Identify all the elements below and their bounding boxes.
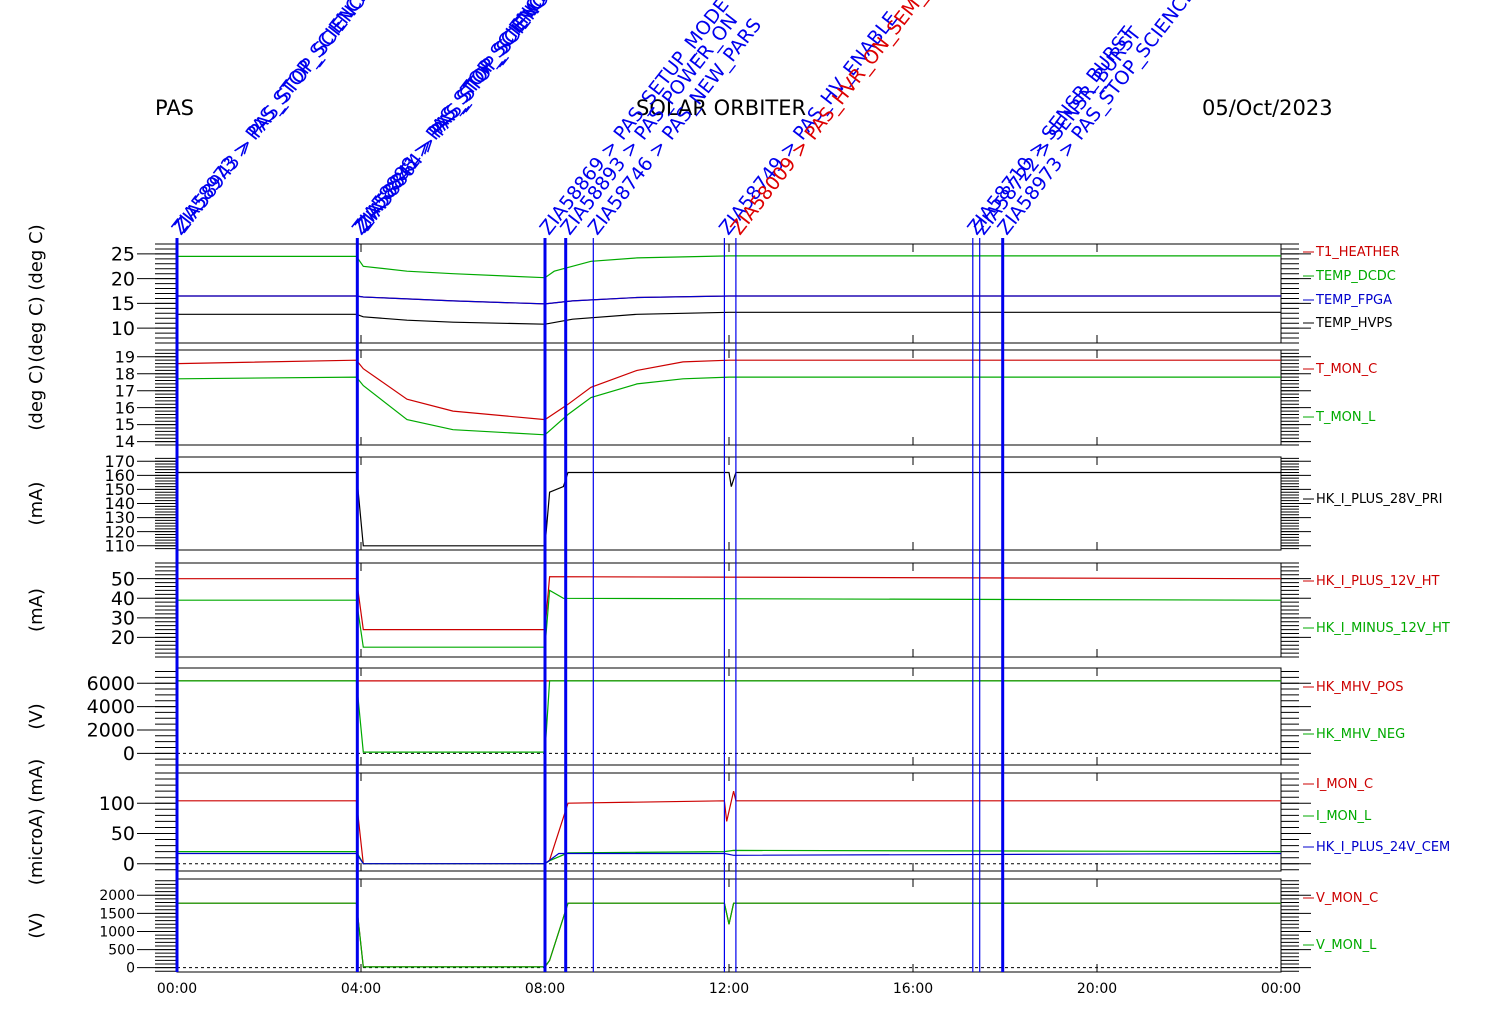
legend-label: T1_HEATHER — [1315, 245, 1400, 260]
x-tick-label: 08:00 — [525, 981, 565, 997]
y-axis-label: (mA) — [26, 482, 47, 526]
legend-label: T_MON_C — [1315, 362, 1377, 377]
y-tick-label: 0 — [126, 961, 135, 977]
y-tick-label: 1500 — [99, 906, 135, 922]
x-tick-label: 00:00 — [157, 981, 197, 997]
series-line-t1_heather — [177, 295, 1281, 305]
series-line-t_mon_l — [176, 376, 1281, 436]
y-tick-label: 120 — [104, 522, 135, 541]
y-tick-label: 40 — [111, 588, 135, 610]
y-tick-label: 4000 — [87, 696, 135, 718]
series-line-hk_i_minus_12v_ht — [177, 589, 1282, 648]
y-axis-label: (deg C) — [26, 364, 47, 430]
legend-label: HK_I_PLUS_28V_PRI — [1316, 492, 1442, 507]
y-tick-label: 6000 — [87, 673, 135, 695]
series-line-temp_dcdc — [177, 255, 1281, 279]
series-line-t_mon_c — [176, 359, 1281, 421]
y-tick-label: 2000 — [99, 888, 135, 904]
header-right: 05/Oct/2023 — [1202, 96, 1333, 120]
y-tick-label: 10 — [111, 318, 135, 340]
y-tick-label: 16 — [115, 398, 135, 417]
x-tick-label: 00:00 — [1261, 981, 1301, 997]
series-line-i_mon_c — [177, 790, 1281, 865]
series-line-hk_i_plus_12v_ht — [177, 576, 1282, 631]
y-tick-label: 2000 — [87, 720, 135, 742]
legend-label: I_MON_C — [1316, 777, 1373, 792]
x-tick-label: 04:00 — [341, 981, 381, 997]
y-tick-label: 50 — [111, 568, 135, 590]
series-line-hk_i_plus_24v_cem — [177, 852, 1282, 865]
y-axis-label: (V) — [26, 703, 47, 729]
legend-label: HK_I_MINUS_12V_HT — [1316, 621, 1450, 636]
event-marker-label: ZIA58009 > PAS_HVR_ON_SEM_NOT — [727, 0, 957, 239]
legend-label: V_MON_L — [1316, 938, 1377, 953]
y-tick-label: 20 — [111, 627, 135, 649]
series-line-hk_i_plus_28v_pri — [177, 471, 1281, 547]
series-line-temp_hvps — [177, 311, 1281, 325]
x-tick-label: 16:00 — [893, 981, 933, 997]
legend-label: TEMP_DCDC — [1315, 269, 1396, 284]
y-tick-label: 25 — [111, 244, 135, 266]
legend-label: HK_MHV_POS — [1316, 680, 1404, 695]
panel-2 — [137, 349, 1311, 446]
y-tick-label: 140 — [104, 494, 135, 513]
y-tick-label: 17 — [115, 381, 135, 400]
y-tick-label: 500 — [108, 942, 135, 958]
event-marker-label: ZIA58973 > PAS_STOP_SCIENCE — [993, 0, 1199, 239]
y-tick-label: 15 — [111, 293, 135, 315]
y-tick-label: 18 — [115, 364, 135, 383]
y-axis-label: (microA) (mA) — [26, 759, 47, 885]
y-axis-label: (deg C) (deg C) — [26, 224, 47, 362]
legend-label: HK_I_PLUS_12V_HT — [1316, 574, 1440, 589]
event-marker-label: ZIA58893 > PAS_POWER_ON — [556, 10, 742, 239]
event-marker-label: ZIA58722 > SENSR_BURST — [970, 23, 1146, 239]
legend-label: TEMP_HVPS — [1315, 316, 1392, 331]
event-marker-label: ZIA58864 > PAS_STOP_SCIENCE — [354, 0, 560, 235]
y-tick-label: 30 — [111, 607, 135, 629]
y-tick-label: 1000 — [99, 924, 135, 940]
series-line-i_mon_l — [177, 849, 1282, 865]
header-center: SOLAR ORBITER — [636, 96, 807, 120]
legend-label: V_MON_C — [1316, 891, 1378, 906]
y-tick-label: 110 — [104, 536, 135, 555]
legend-label: I_MON_L — [1316, 809, 1372, 824]
series-line-v_mon_l — [177, 902, 1281, 968]
y-tick-label: 0 — [123, 743, 135, 765]
y-tick-label: 150 — [104, 480, 135, 499]
y-tick-label: 50 — [111, 823, 135, 845]
y-tick-label: 19 — [115, 347, 135, 366]
event-marker-label: ZIA58943 > PAS_STOP_SCIENCE — [171, 0, 377, 237]
y-tick-label: 14 — [115, 432, 135, 451]
series-line-v_mon_c — [177, 902, 1281, 968]
panel-frame — [176, 349, 1282, 446]
y-tick-label: 15 — [115, 415, 135, 434]
y-tick-label: 0 — [123, 853, 135, 875]
y-tick-label: 20 — [111, 268, 135, 290]
y-tick-label: 170 — [104, 452, 135, 471]
legend-label: HK_I_PLUS_24V_CEM — [1316, 840, 1450, 855]
panel-frame — [176, 667, 1282, 766]
y-tick-label: 160 — [104, 466, 135, 485]
legend-label: T_MON_L — [1315, 410, 1376, 425]
y-axis-label: (mA) — [26, 588, 47, 632]
panel-frame — [176, 456, 1282, 551]
legend-label: TEMP_FPGA — [1315, 293, 1392, 308]
series-line-temp_fpga — [177, 295, 1281, 305]
y-tick-label: 100 — [99, 793, 135, 815]
y-axis-label: (V) — [26, 912, 47, 938]
series-line-hk_mhv_neg — [177, 680, 1281, 753]
legend-label: HK_MHV_NEG — [1316, 727, 1405, 742]
panel-frame — [176, 772, 1282, 872]
header-left: PAS — [155, 96, 195, 120]
x-tick-label: 20:00 — [1077, 981, 1117, 997]
panel-frame — [176, 243, 1282, 344]
y-tick-label: 130 — [104, 508, 135, 527]
x-tick-label: 12:00 — [709, 981, 749, 997]
panel-frame — [176, 878, 1282, 973]
